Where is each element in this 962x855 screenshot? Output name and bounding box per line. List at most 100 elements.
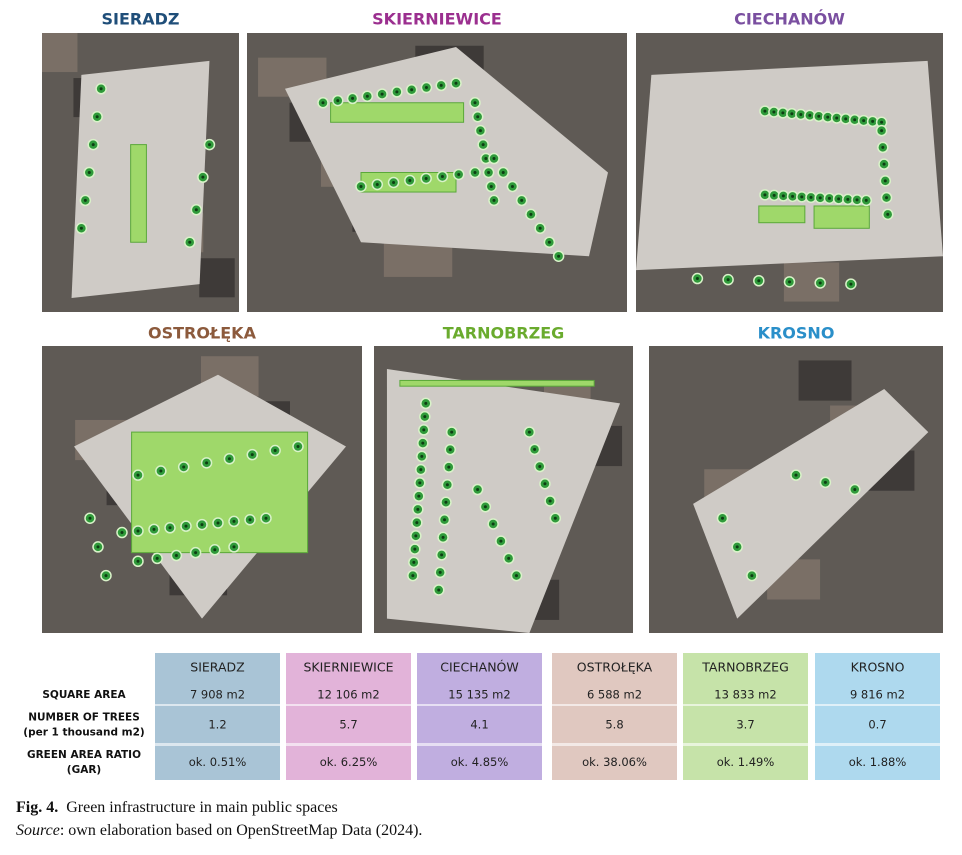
tree-center <box>159 469 163 473</box>
tree-center <box>395 90 399 94</box>
tree-center <box>772 110 776 114</box>
table-cell: ok. 38.06% <box>582 755 647 769</box>
tree-center <box>457 172 461 176</box>
tree-center <box>827 196 831 200</box>
caption-text: Green infrastructure in main public spac… <box>66 799 337 816</box>
tree-center <box>735 545 739 549</box>
tree-center <box>763 109 767 113</box>
panel-title: CIECHANÓW <box>734 10 845 29</box>
table-cell: 3.7 <box>736 718 754 732</box>
table-cell: 0.7 <box>868 718 886 732</box>
building <box>798 360 852 401</box>
tree-center <box>808 113 812 117</box>
tree-center <box>880 120 884 124</box>
tree-center <box>529 212 533 216</box>
tree-center <box>547 240 551 244</box>
tree-center <box>421 441 425 445</box>
tree-center <box>441 535 445 539</box>
tree-center <box>481 143 485 147</box>
tree-center <box>194 208 198 212</box>
tree-center <box>264 516 268 520</box>
tree-center <box>439 83 443 87</box>
tree-center <box>791 194 795 198</box>
tree-center <box>380 92 384 96</box>
tree-center <box>91 143 95 147</box>
tree-center <box>95 115 99 119</box>
tree-center <box>423 415 427 419</box>
column-header: KROSNO <box>851 660 905 675</box>
tree-center <box>200 523 204 527</box>
green-area <box>399 379 595 387</box>
tree-center <box>248 518 252 522</box>
tree-center <box>543 482 547 486</box>
tree-center <box>412 560 416 564</box>
map-panel: OSTROŁĘKA <box>42 324 362 633</box>
table-cell: 4.1 <box>470 718 488 732</box>
tree-center <box>213 548 217 552</box>
green-area <box>813 205 870 229</box>
row-separator <box>417 743 542 746</box>
row-label: NUMBER OF TREES <box>28 712 140 724</box>
tree-center <box>420 454 424 458</box>
tree-center <box>557 254 561 258</box>
tree-center <box>487 171 491 174</box>
tree-center <box>886 212 890 216</box>
panel-title: OSTROŁĘKA <box>148 324 257 343</box>
tree-center <box>444 500 448 504</box>
source-text: : own elaboration based on OpenStreetMap… <box>60 822 423 839</box>
tree-center <box>817 114 821 118</box>
tree-center <box>136 559 140 563</box>
tree-center <box>96 545 100 549</box>
map-panel: KROSNO <box>649 324 943 633</box>
green-area <box>330 102 465 123</box>
tree-center <box>823 480 827 484</box>
tree-center <box>553 516 557 520</box>
tree-center <box>499 539 503 543</box>
tree-center <box>473 171 477 174</box>
tree-center <box>250 453 254 457</box>
tree-center <box>447 465 451 469</box>
table-cell: 9 816 m2 <box>850 688 905 702</box>
tree-center <box>520 198 524 202</box>
source: Source: own elaboration based on OpenStr… <box>16 822 422 839</box>
table: SIERADZ 7 908 m2 1.2 ok. 0.51% SKIERNIEWICE 1… <box>23 653 940 780</box>
tree-center <box>491 522 495 526</box>
tree-center <box>484 157 488 161</box>
column-header: SIERADZ <box>190 660 244 675</box>
plaza <box>693 389 929 619</box>
table-cell: 5.8 <box>605 718 623 732</box>
tree-center <box>862 119 866 123</box>
tree-center <box>809 195 813 199</box>
tree-center <box>853 118 857 122</box>
tree-center <box>799 113 803 117</box>
tree-center <box>800 195 804 199</box>
tree-center <box>440 553 444 557</box>
tree-center <box>492 198 496 202</box>
tree-center <box>538 465 542 469</box>
tree-center <box>336 99 340 103</box>
column-header-bg <box>417 653 542 780</box>
tree-center <box>168 526 172 530</box>
table-cell: ok. 6.25% <box>320 755 378 769</box>
tree-center <box>538 226 542 230</box>
tree-center <box>881 145 885 149</box>
maps: SIERADZ SKIERNIEWICE CIECHANÓW OSTROŁĘKA TAR… <box>42 10 943 633</box>
tree-center <box>418 481 422 485</box>
row-separator <box>815 704 940 706</box>
tree-center <box>837 197 841 201</box>
tree-center <box>510 184 514 188</box>
tree-center <box>695 277 699 281</box>
tree-center <box>392 180 396 184</box>
tree-center <box>864 198 868 202</box>
tree-center <box>194 551 198 555</box>
tree-center <box>826 115 830 119</box>
table-cell: 12 106 m2 <box>317 688 379 702</box>
tree-center <box>375 182 379 186</box>
tree-center <box>227 457 231 461</box>
table-cell: ok. 4.85% <box>451 755 509 769</box>
tree-center <box>174 554 178 558</box>
tree-center <box>492 157 496 161</box>
row-label: SQUARE AREA <box>42 689 126 701</box>
table-cell: ok. 0.51% <box>189 755 247 769</box>
table-cell: 15 135 m2 <box>448 688 510 702</box>
